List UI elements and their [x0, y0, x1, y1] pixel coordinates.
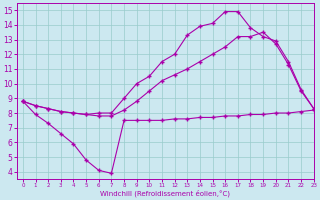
X-axis label: Windchill (Refroidissement éolien,°C): Windchill (Refroidissement éolien,°C)	[100, 190, 230, 197]
